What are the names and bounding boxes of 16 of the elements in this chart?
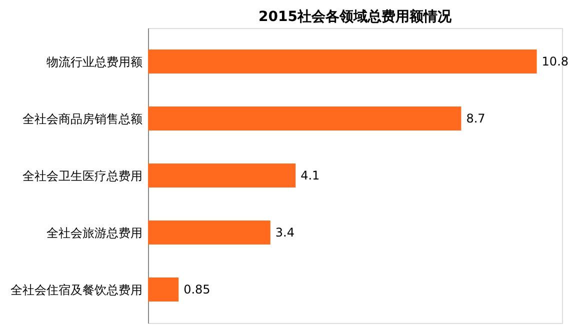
y-tick-label: 全社会旅游总费用 xyxy=(46,226,142,240)
y-tick-label: 全社会卫生医疗总费用 xyxy=(22,169,142,183)
bar xyxy=(148,164,296,188)
bar xyxy=(148,220,270,244)
bar xyxy=(148,106,462,130)
data-label: 4.1 xyxy=(300,168,320,182)
y-tick-label: 全社会住宿及餐饮总费用 xyxy=(10,283,142,297)
data-label: 3.4 xyxy=(275,226,294,240)
bar xyxy=(148,278,179,302)
y-tick-label: 全社会商品房销售总额 xyxy=(22,112,142,126)
data-label: 10.8 xyxy=(542,54,569,68)
y-tick-label: 物流行业总费用额 xyxy=(46,55,142,69)
data-label: 0.85 xyxy=(184,282,210,296)
data-label: 8.7 xyxy=(466,112,486,126)
bar xyxy=(148,50,537,74)
chart-title: 2015社会各领域总费用额情况 xyxy=(258,8,452,25)
